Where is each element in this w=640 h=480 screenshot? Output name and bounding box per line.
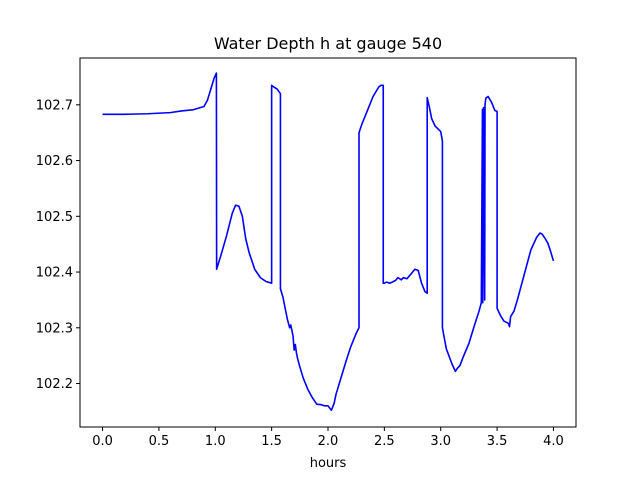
plot-area [80, 58, 576, 427]
x-tick-label: 0.5 [149, 434, 170, 449]
x-axis-label: hours [310, 456, 347, 471]
x-tick-label: 2.0 [318, 434, 339, 449]
y-axis: 102.2 102.3 102.4 102.5 102.6 102.7 [36, 98, 80, 392]
x-tick-label: 2.5 [374, 434, 395, 449]
y-tick-label: 102.3 [36, 321, 73, 336]
x-tick-label: 1.5 [261, 434, 282, 449]
x-tick-label: 0.0 [92, 434, 113, 449]
x-tick-label: 3.0 [430, 434, 451, 449]
y-tick-label: 102.5 [36, 210, 73, 225]
x-tick-label: 4.0 [543, 434, 564, 449]
x-tick-label: 3.5 [487, 434, 508, 449]
y-tick-label: 102.4 [36, 266, 73, 281]
series-line [102, 72, 555, 412]
x-tick-label: 1.0 [205, 434, 226, 449]
series-layer [102, 72, 555, 412]
plot-frame [79, 57, 577, 428]
y-tick-label: 102.6 [36, 154, 73, 169]
x-axis: 0.0 0.5 1.0 1.5 2.0 2.5 3.0 3.5 4.0 [92, 427, 564, 449]
chart-title: Water Depth h at gauge 540 [214, 34, 442, 53]
y-tick-label: 102.2 [36, 377, 73, 392]
y-tick-label: 102.7 [36, 98, 73, 113]
